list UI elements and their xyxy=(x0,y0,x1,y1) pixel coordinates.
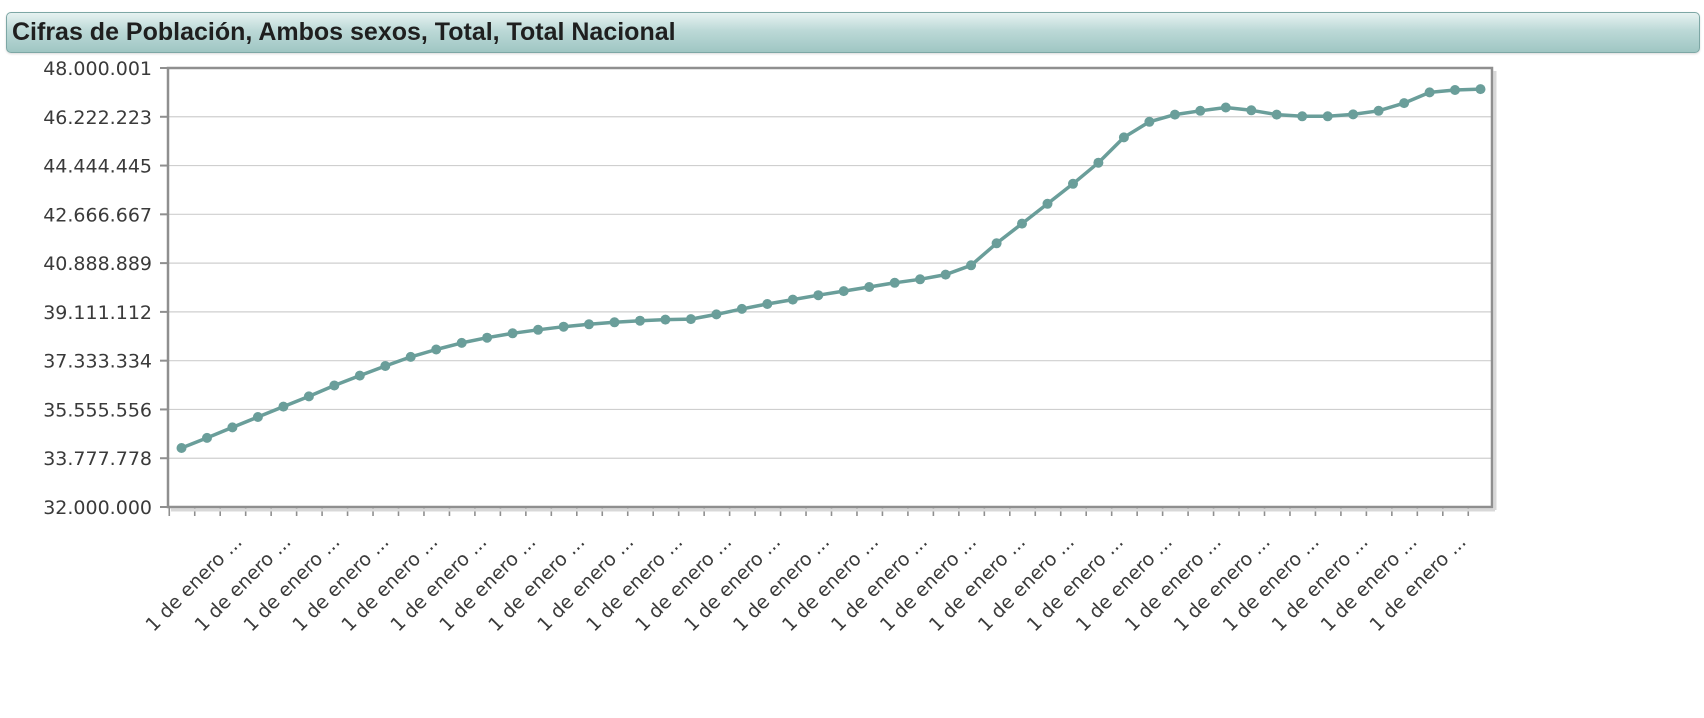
data-point[interactable] xyxy=(482,332,493,343)
series-points xyxy=(176,84,1486,453)
data-point[interactable] xyxy=(787,294,798,305)
data-point[interactable] xyxy=(431,344,442,355)
data-point[interactable] xyxy=(1424,87,1435,98)
data-point[interactable] xyxy=(1195,105,1206,116)
data-point[interactable] xyxy=(1348,109,1359,120)
data-point[interactable] xyxy=(1118,132,1129,143)
data-point[interactable] xyxy=(176,443,187,453)
data-point[interactable] xyxy=(762,299,773,309)
data-point[interactable] xyxy=(1399,98,1410,109)
data-point[interactable] xyxy=(889,277,900,288)
data-point[interactable] xyxy=(991,238,1002,249)
data-point[interactable] xyxy=(1475,84,1486,95)
y-tick-label: 40.888.889 xyxy=(43,253,152,275)
data-point[interactable] xyxy=(507,328,518,339)
data-point[interactable] xyxy=(202,432,212,443)
data-point[interactable] xyxy=(278,401,289,412)
chart-title-bar: Cifras de Población, Ambos sexos, Total,… xyxy=(6,12,1700,53)
y-tick-label: 32.000.000 xyxy=(43,497,152,519)
y-tick-label: 44.444.445 xyxy=(43,156,152,178)
y-tick-label: 48.000.001 xyxy=(43,58,152,80)
grid-lines xyxy=(168,116,1492,459)
data-point[interactable] xyxy=(456,337,467,348)
data-point[interactable] xyxy=(1322,111,1333,122)
data-point[interactable] xyxy=(1042,198,1053,209)
data-point[interactable] xyxy=(1297,111,1308,122)
data-point[interactable] xyxy=(813,290,824,301)
data-point[interactable] xyxy=(252,412,263,422)
data-point[interactable] xyxy=(533,324,544,335)
data-point[interactable] xyxy=(685,314,696,325)
data-point[interactable] xyxy=(1144,116,1155,127)
data-point[interactable] xyxy=(1450,85,1460,95)
plot-frame xyxy=(166,66,1497,512)
data-point[interactable] xyxy=(838,286,849,297)
data-point[interactable] xyxy=(711,309,722,320)
data-point[interactable] xyxy=(1271,109,1282,120)
data-point[interactable] xyxy=(635,315,645,326)
data-point[interactable] xyxy=(864,282,875,292)
data-point[interactable] xyxy=(1093,157,1104,168)
data-point[interactable] xyxy=(1220,102,1231,113)
data-point[interactable] xyxy=(227,422,238,433)
data-point[interactable] xyxy=(1246,105,1257,116)
series-line xyxy=(179,87,1483,450)
data-point[interactable] xyxy=(915,274,926,285)
data-point[interactable] xyxy=(584,319,594,330)
data-point[interactable] xyxy=(940,269,951,280)
data-point[interactable] xyxy=(609,317,620,328)
data-point[interactable] xyxy=(405,351,416,362)
data-point[interactable] xyxy=(736,303,747,314)
y-tick-label: 35.555.556 xyxy=(43,399,152,421)
y-tick-label: 46.222.223 xyxy=(43,107,152,129)
x-axis-ticks: 1 de enero ...1 de enero ...1 de enero .… xyxy=(142,507,1471,636)
y-tick-label: 42.666.667 xyxy=(43,204,152,226)
data-point[interactable] xyxy=(1373,105,1384,116)
plot-border xyxy=(166,66,1494,509)
data-point[interactable] xyxy=(966,260,977,271)
data-point[interactable] xyxy=(329,380,340,391)
data-point[interactable] xyxy=(303,391,314,402)
chart-title: Cifras de Población, Ambos sexos, Total,… xyxy=(12,18,676,46)
y-axis-ticks: 32.000.000 33.777.778 35.555.556 37.333.334… xyxy=(43,58,168,519)
data-point[interactable] xyxy=(1017,218,1027,229)
data-point[interactable] xyxy=(354,370,365,381)
data-point[interactable] xyxy=(660,314,671,325)
y-tick-label: 39.111.112 xyxy=(43,302,152,324)
data-point[interactable] xyxy=(1169,109,1180,120)
data-point[interactable] xyxy=(380,361,391,371)
y-tick-label: 33.777.778 xyxy=(43,448,152,470)
data-point[interactable] xyxy=(1068,178,1078,189)
data-point[interactable] xyxy=(558,321,569,332)
series-path xyxy=(179,87,1483,450)
y-tick-label: 37.333.334 xyxy=(43,351,152,373)
